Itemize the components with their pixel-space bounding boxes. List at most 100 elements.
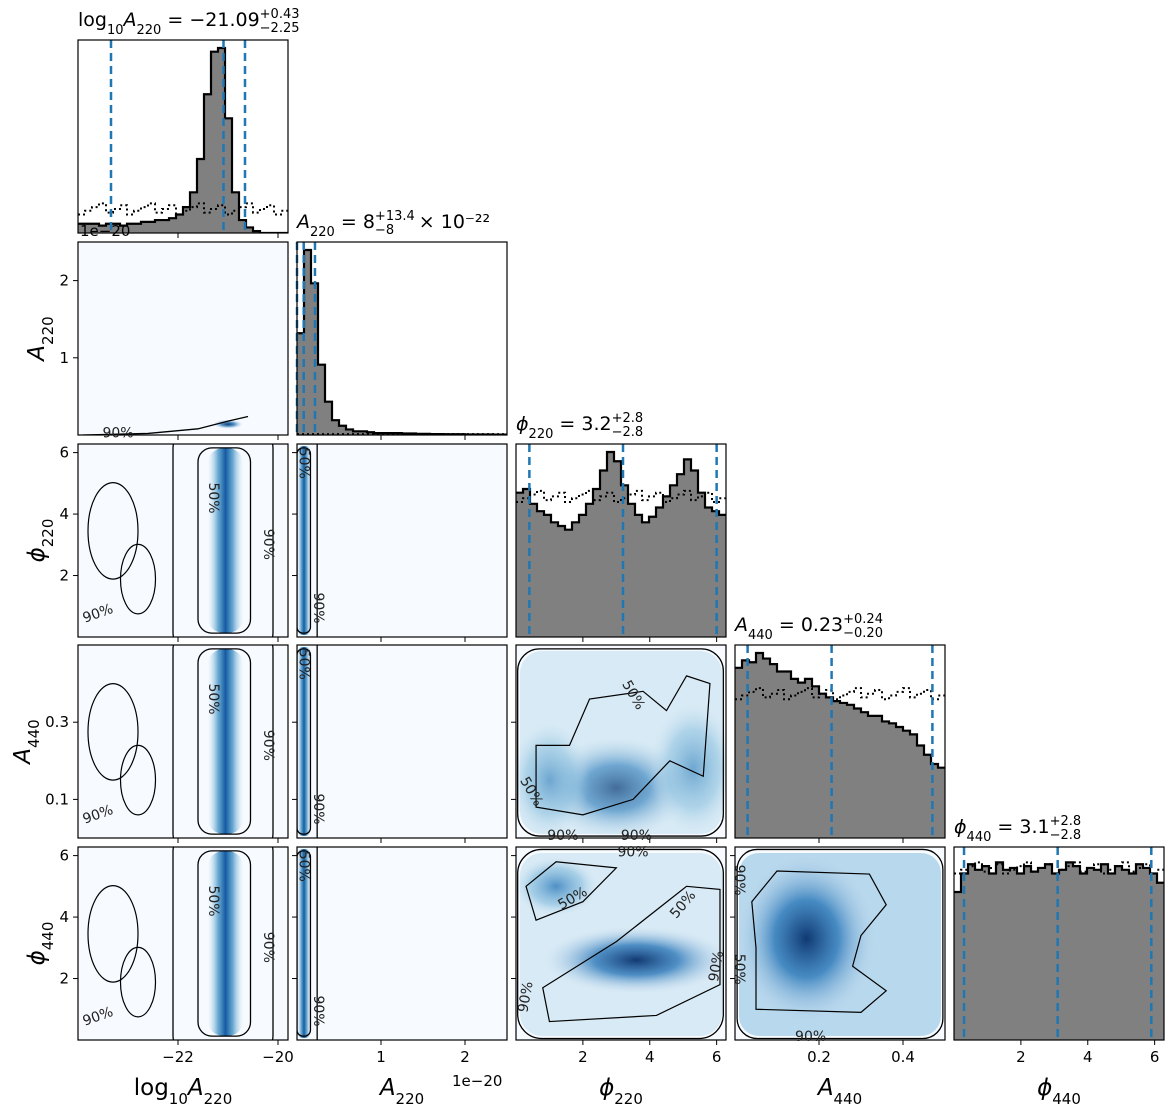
density-phi220-log10A220: [207, 448, 244, 633]
panel-frame-phi440-A220: [296, 846, 508, 1041]
panel-frame-A220-A220: [296, 241, 508, 436]
contour-label-90-phi440-phi220: 90%: [617, 845, 648, 861]
panel-frame-phi440-phi440: [953, 846, 1165, 1041]
contour-label-90-A440-A220: 90%: [310, 793, 326, 824]
ytick-label-phi220-0: 2: [59, 567, 69, 585]
contour-label-90-phi440-A220: 90%: [310, 995, 326, 1026]
contour50-A440-phi220: [535, 675, 711, 816]
panel-bg-A440-A220: [297, 645, 507, 838]
panel-frame-phi440-log10_A220: [77, 846, 289, 1041]
contour-label-50-phi440-log10A220: 50%: [205, 885, 221, 916]
contour90-island-phi440-0: [87, 884, 139, 983]
contour-label-50-A440-log10A220: 50%: [205, 683, 221, 714]
xtick-label-A440-1: 0.4: [891, 1048, 915, 1066]
ytick-label-phi440-2: 6: [59, 847, 69, 865]
scale-note-top: 1e−20: [80, 222, 130, 240]
panel-bg-phi220-A220: [297, 444, 507, 637]
xlabel-phi440: ϕ440: [1037, 1075, 1081, 1108]
xtick-label-phi220-2: 6: [712, 1048, 722, 1066]
xlabel-A440: A440: [816, 1075, 862, 1108]
xlabel-log10A220: log10A220: [134, 1075, 233, 1108]
panel-frame-A440-log10_A220: [77, 644, 289, 839]
contour-label-90b-A440-phi220: 90%: [621, 828, 652, 844]
prior-A440: [735, 687, 945, 701]
panel-bg-phi440-log10_A220: [78, 847, 288, 1040]
contour-label-90-A440-phi220: 90%: [547, 828, 578, 844]
contour50-phi220-A220: [297, 447, 312, 634]
density-A220-log10A220: [213, 419, 243, 429]
panel-bg-A440-log10_A220: [78, 645, 288, 838]
contour-label-50-phi440-A440: 50%: [731, 954, 747, 985]
panel-bg-A220-log10_A220: [78, 242, 288, 435]
hist-fill-phi440: [954, 862, 1164, 1040]
hist-step-A440: [735, 651, 945, 769]
contour-label-50-A440-A220: 50%: [296, 649, 312, 680]
density-phi440-log10A220: [207, 851, 244, 1036]
xtick-label-phi440-2: 6: [1150, 1048, 1160, 1066]
density-A440-A220: [297, 647, 311, 836]
contour-label-90-phi220-log10A220: 90%: [260, 529, 276, 560]
panel-frame-log10_A220-log10_A220: [77, 39, 289, 234]
xtick-label-phi220-1: 4: [645, 1048, 655, 1066]
contour-label-50-phi220-A220: 50%: [296, 448, 312, 479]
xtick-label-A440-0: 0.2: [807, 1048, 831, 1066]
panel-frame-phi220-A220: [296, 443, 508, 638]
contour-label-90-phi220-A220: 90%: [310, 592, 326, 623]
density-A440-log10A220: [207, 649, 244, 834]
contour90-phi440-phi220: [517, 848, 724, 1040]
contour-label-90-A440-log10A220: 90%: [260, 730, 276, 761]
xlabel-phi220: ϕ220: [599, 1075, 643, 1108]
panel-frame-phi440-phi220: [515, 846, 727, 1041]
xtick-label-phi440-1: 4: [1083, 1048, 1093, 1066]
contour90-A440-phi220: [517, 648, 724, 837]
contour50-phi220-log10A220: [197, 447, 252, 634]
contour90-island-phi440-1: [119, 946, 157, 1018]
density-phi220-A220: [297, 446, 311, 635]
contour50-phi440-A440: [751, 870, 888, 1013]
ytick-label-A440_y-0: 0.1: [45, 790, 69, 808]
ylabel-phi440: ϕ440: [24, 922, 57, 966]
contour-label-90-A220: 90%: [102, 425, 133, 441]
contour90-island-A440-1: [119, 744, 157, 816]
prior-log10_A220: [78, 202, 288, 216]
hist-fill-A440: [735, 653, 945, 838]
xtick-label-A220-1: 2: [460, 1048, 470, 1066]
panel-frame-A440-A440: [734, 644, 946, 839]
ytick-label-A220-1: 2: [59, 272, 69, 290]
contour90-phi220-A220: [316, 444, 318, 637]
ytick-label-A440_y-1: 0.3: [45, 713, 69, 731]
title-A220: A220 = 8+13.4 −8 × 10⁻²²: [295, 209, 490, 240]
contour90-phi440-log10A220: [172, 847, 274, 1040]
contour50-phi440-A220: [297, 850, 312, 1037]
scale-note-bottom: 1e−20: [452, 1072, 502, 1090]
contour50-A440-log10A220: [197, 648, 252, 835]
contour-label-90-phi440-log10A220: 90%: [260, 932, 276, 963]
xlabel-A220: A220: [378, 1075, 424, 1108]
panel-frame-A440-A220: [296, 644, 508, 839]
title-phi440: ϕ440 = 3.1+2.8 −2.8: [954, 814, 1081, 845]
panel-frame-phi220-log10_A220: [77, 443, 289, 638]
density-phi440-phi220-diag: [542, 926, 726, 994]
ylabel-phi220: ϕ220: [24, 519, 57, 563]
ytick-label-phi440-0: 2: [59, 970, 69, 988]
panel-frame-A220-log10_A220: [77, 241, 289, 436]
title-A440: A440 = 0.23+0.24 −0.20: [733, 612, 883, 643]
panel-frame-phi440-A440: [734, 846, 946, 1041]
contour-label-90-phi440-A440: 90%: [731, 865, 747, 896]
contour90-island-phi220-0: [87, 481, 139, 580]
density-phi440-phi220-corner: [516, 855, 600, 918]
ytick-label-A220-0: 1: [59, 349, 69, 367]
ytick-label-phi220-2: 6: [59, 444, 69, 462]
ylabel-A440: A440: [10, 719, 43, 765]
density-phi440-A440-core: [735, 852, 878, 1025]
contour90-phi440-A220: [316, 847, 318, 1040]
contour50-A440-A220: [297, 648, 312, 835]
contour-A220-log10A220: [82, 415, 249, 435]
contour50-phi440-log10A220: [197, 850, 252, 1037]
xtick-label-phi440-0: 2: [1016, 1048, 1026, 1066]
contour90-A440-log10A220: [172, 645, 274, 838]
prior-phi440: [954, 861, 1164, 875]
hist-fill-phi220: [516, 452, 726, 637]
contour-label-50-phi440-A220: 50%: [296, 851, 312, 882]
